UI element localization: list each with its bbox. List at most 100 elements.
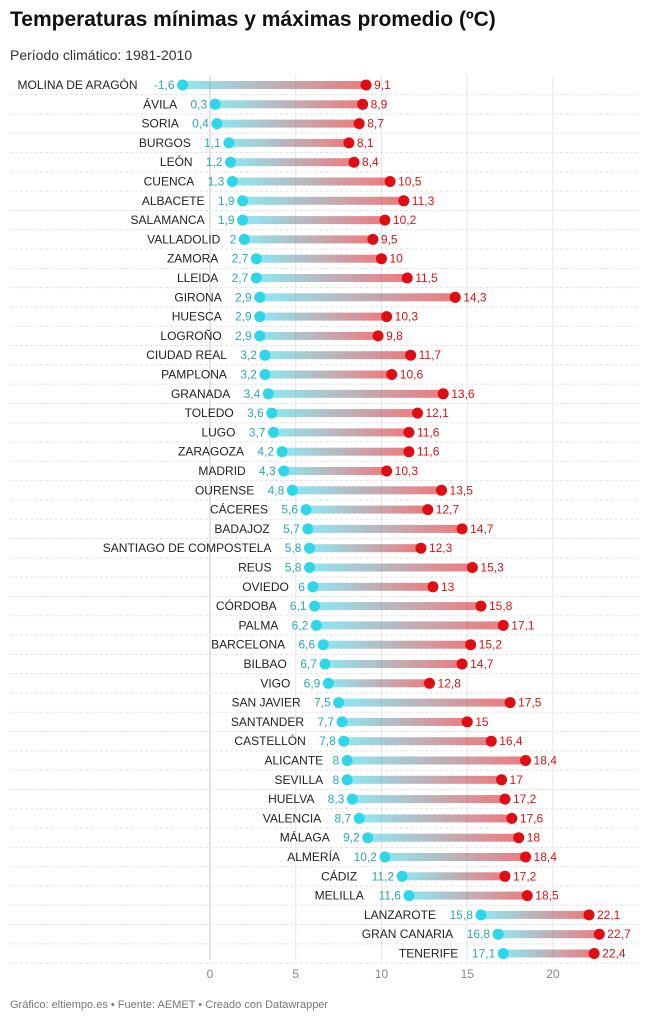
range-bar [347, 775, 502, 784]
city-label: ZARAGOZA [178, 445, 244, 459]
min-value-label: 8,7 [335, 811, 352, 825]
min-dot [225, 156, 237, 168]
city-label: MADRID [198, 464, 246, 478]
range-bar [338, 698, 511, 707]
max-value-label: 22,7 [607, 927, 631, 941]
max-value-label: 10,3 [395, 464, 419, 478]
min-value-label: 4,3 [259, 464, 276, 478]
max-dot [466, 562, 478, 573]
min-dot [303, 562, 315, 573]
min-value-label: 15,8 [450, 908, 474, 922]
city-label: OVIEDO [242, 580, 289, 594]
max-dot [437, 388, 449, 400]
x-tick-label: 5 [292, 967, 299, 981]
min-dot [300, 504, 312, 516]
range-bar [343, 737, 492, 746]
range-bar [182, 81, 367, 89]
min-value-label: 6,7 [300, 657, 317, 671]
max-dot [376, 253, 387, 265]
max-value-label: 12,1 [426, 406, 450, 420]
range-bar [307, 524, 463, 533]
city-label: BURGOS [139, 136, 191, 150]
max-dot [456, 523, 468, 535]
min-dot [262, 388, 274, 400]
min-value-label: 3,4 [244, 387, 261, 401]
range-bar [264, 351, 411, 360]
max-dot [520, 851, 532, 863]
range-bar [259, 312, 387, 321]
range-bar [282, 447, 409, 456]
range-bar [347, 756, 526, 765]
max-dot [499, 793, 511, 805]
min-dot [310, 619, 322, 631]
range-bar [242, 196, 404, 205]
max-dot [506, 812, 518, 824]
range-bar [312, 582, 433, 591]
max-value-label: 11,5 [415, 271, 438, 285]
max-value-label: 8,4 [362, 155, 379, 169]
min-value-label: 11,2 [372, 869, 395, 883]
range-bar [324, 660, 463, 668]
city-label: OURENSE [195, 483, 254, 497]
range-bar [323, 640, 471, 649]
min-dot [346, 793, 358, 805]
min-value-label: 1,3 [208, 175, 225, 189]
min-dot [322, 677, 334, 689]
min-value-label: 16,8 [467, 927, 491, 941]
x-tick-label: 20 [546, 967, 560, 981]
city-label: CÁDIZ [321, 868, 357, 883]
min-value-label: 3,2 [240, 348, 257, 362]
range-bar [256, 274, 408, 282]
city-label: PAMPLONA [161, 368, 227, 382]
min-dot [250, 253, 262, 265]
min-value-label: 2 [230, 232, 237, 246]
min-value-label: 8,3 [328, 792, 345, 806]
min-value-label: 8 [333, 773, 340, 787]
range-bar [259, 293, 456, 302]
city-label: CASTELLÓN [234, 733, 305, 748]
city-label: TOLEDO [185, 406, 234, 420]
max-dot [372, 330, 384, 342]
min-value-label: 10,2 [354, 850, 378, 864]
range-bar [367, 833, 519, 842]
range-bar [215, 100, 363, 109]
city-label: CIUDAD REAL [146, 348, 227, 362]
max-dot [357, 98, 369, 110]
min-dot [475, 909, 487, 921]
city-label: ÁVILA [143, 96, 177, 111]
max-dot [348, 156, 360, 168]
min-dot [259, 369, 271, 380]
max-value-label: 15,3 [480, 561, 504, 575]
min-value-label: 0,3 [190, 97, 207, 111]
city-label: LLEIDA [177, 271, 218, 285]
city-label: SAN JAVIER [231, 696, 300, 710]
max-dot [353, 118, 365, 130]
min-value-label: 6,2 [292, 618, 309, 632]
min-value-label: 7,5 [314, 696, 331, 710]
range-bar [480, 910, 590, 919]
min-dot [319, 658, 331, 670]
range-bar [216, 119, 360, 128]
max-dot [449, 291, 461, 303]
max-value-label: 8,9 [371, 97, 388, 111]
city-label: CÓRDOBA [216, 598, 277, 613]
min-dot [302, 523, 314, 535]
max-value-label: 18,5 [535, 889, 559, 903]
min-dot [497, 948, 509, 959]
range-bar [309, 563, 473, 572]
city-label: MÁLAGA [280, 830, 330, 845]
max-dot [360, 79, 372, 91]
min-value-label: 9,2 [343, 831, 360, 845]
max-value-label: 14,7 [470, 522, 494, 536]
min-value-label: 2,7 [232, 252, 249, 266]
max-dot [367, 233, 379, 245]
city-label: CUENCA [144, 175, 195, 189]
min-value-label: 5,8 [285, 561, 302, 575]
min-value-label: 2,7 [232, 271, 249, 285]
range-bar [408, 891, 528, 900]
max-value-label: 10,6 [400, 368, 424, 382]
min-dot [211, 118, 223, 130]
range-bar [314, 602, 481, 611]
range-bar [271, 409, 418, 418]
city-label: LUGO [201, 425, 235, 439]
